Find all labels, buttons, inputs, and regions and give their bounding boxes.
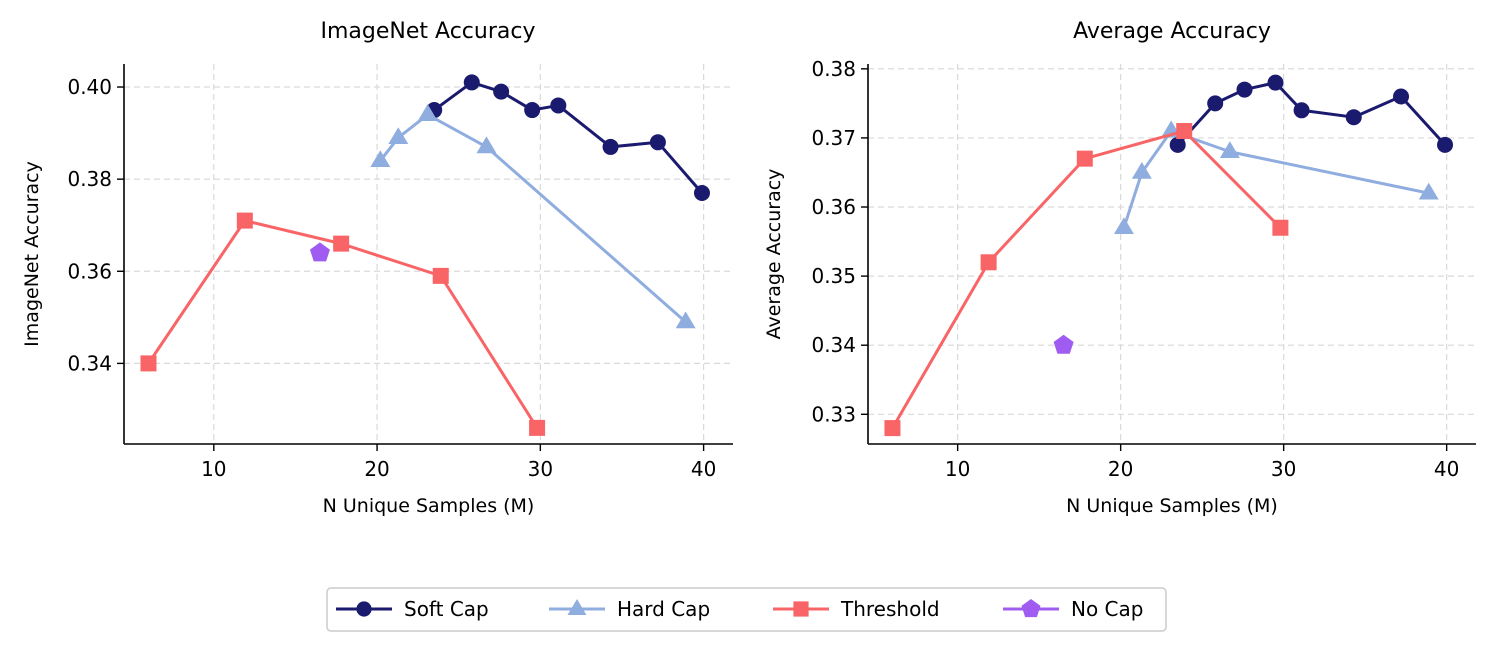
data-point-hard-cap <box>370 150 391 168</box>
x-tick-label: 20 <box>1108 457 1133 481</box>
y-axis-label: ImageNet Accuracy <box>21 161 43 347</box>
y-axis-label: Average Accuracy <box>763 169 785 340</box>
x-tick-label: 30 <box>1271 457 1296 481</box>
data-point-soft-cap <box>1169 136 1186 153</box>
legend-item-soft-cap: Soft Cap <box>336 597 489 621</box>
data-point-hard-cap <box>1131 161 1152 179</box>
data-point-soft-cap <box>649 134 666 151</box>
data-point-threshold <box>884 420 901 437</box>
series-no-cap <box>309 242 330 262</box>
data-point-soft-cap <box>463 74 480 91</box>
data-point-hard-cap <box>675 311 696 329</box>
legend-marker-pentagon-icon <box>1021 599 1041 618</box>
chart-title: Average Accuracy <box>1073 19 1271 44</box>
data-point-soft-cap <box>1236 81 1253 98</box>
series-line-hard-cap <box>378 113 688 324</box>
legend-item-threshold: Threshold <box>773 597 940 621</box>
data-point-threshold <box>140 355 157 372</box>
y-tick-label: 0.37 <box>811 126 856 150</box>
x-tick-label: 20 <box>364 457 389 481</box>
x-tick-label: 10 <box>201 457 226 481</box>
series-threshold <box>884 123 1289 437</box>
series-hard-cap <box>370 104 696 329</box>
legend-label: Threshold <box>840 597 940 621</box>
x-tick-label: 30 <box>528 457 553 481</box>
data-point-soft-cap <box>1437 136 1454 153</box>
y-tick-label: 0.38 <box>67 167 112 191</box>
data-point-threshold <box>1176 123 1193 140</box>
x-tick-label: 40 <box>1434 457 1459 481</box>
data-point-hard-cap <box>388 127 409 144</box>
data-point-hard-cap <box>1418 182 1439 200</box>
series-soft-cap <box>1169 74 1454 153</box>
data-point-soft-cap <box>550 97 567 114</box>
series-line-threshold <box>890 129 1282 430</box>
data-point-soft-cap <box>1393 88 1410 105</box>
series-threshold <box>140 212 546 436</box>
data-point-threshold <box>529 419 546 436</box>
chart-title: ImageNet Accuracy <box>321 19 536 44</box>
data-point-soft-cap <box>493 83 510 100</box>
data-point-no-cap <box>1053 334 1074 354</box>
y-tick-label: 0.38 <box>811 57 856 81</box>
y-tick-label: 0.40 <box>67 75 112 99</box>
x-tick-label: 10 <box>945 457 970 481</box>
data-point-threshold <box>1076 150 1093 167</box>
series-no-cap <box>1053 334 1074 354</box>
data-point-soft-cap <box>524 102 541 119</box>
data-point-hard-cap <box>1219 141 1240 159</box>
data-point-soft-cap <box>1207 95 1224 112</box>
y-tick-label: 0.36 <box>67 259 112 283</box>
data-point-hard-cap <box>1113 217 1134 235</box>
data-point-threshold <box>432 267 449 284</box>
data-point-soft-cap <box>1267 74 1284 91</box>
y-tick-label: 0.34 <box>67 351 112 375</box>
y-tick-label: 0.36 <box>811 195 856 219</box>
x-axis-label: N Unique Samples (M) <box>1066 495 1278 517</box>
data-point-no-cap <box>309 242 330 262</box>
y-tick-label: 0.35 <box>811 264 856 288</box>
x-axis-label: N Unique Samples (M) <box>323 495 535 517</box>
chart-panel-imagenet-accuracy: 10 20 30 40 0.34 0.36 0.38 0.40 ImageNet Accurac… <box>21 19 733 517</box>
data-point-threshold <box>980 254 997 271</box>
y-tick-label: 0.33 <box>811 402 856 426</box>
data-point-soft-cap <box>602 138 619 155</box>
legend-marker-triangle-icon <box>567 599 587 615</box>
legend-item-hard-cap: Hard Cap <box>549 597 710 621</box>
legend-item-no-cap: No Cap <box>1003 597 1143 621</box>
legend-label: Soft Cap <box>404 597 489 621</box>
legend-marker-square-icon <box>793 601 809 617</box>
series-line-hard-cap <box>1122 129 1431 230</box>
legend-label: No Cap <box>1071 597 1143 621</box>
data-point-threshold <box>333 235 350 252</box>
legend: Soft Cap Hard Cap Threshold No Cap <box>326 587 1167 632</box>
data-point-hard-cap <box>476 136 497 154</box>
series-line-threshold <box>146 219 539 430</box>
data-point-soft-cap <box>1293 102 1310 119</box>
legend-label: Hard Cap <box>617 597 710 621</box>
data-point-threshold <box>1272 219 1289 236</box>
data-point-hard-cap <box>417 104 438 121</box>
data-point-threshold <box>236 212 253 229</box>
data-point-soft-cap <box>693 184 710 201</box>
y-tick-label: 0.34 <box>811 333 856 357</box>
legend-box <box>326 587 1167 632</box>
x-tick-label: 40 <box>691 457 716 481</box>
legend-marker-circle-icon <box>356 601 372 617</box>
data-point-soft-cap <box>1345 109 1362 126</box>
chart-panel-average-accuracy: 10 20 30 40 0.33 0.34 0.35 0.36 0.37 0.38 Average … <box>763 19 1476 517</box>
